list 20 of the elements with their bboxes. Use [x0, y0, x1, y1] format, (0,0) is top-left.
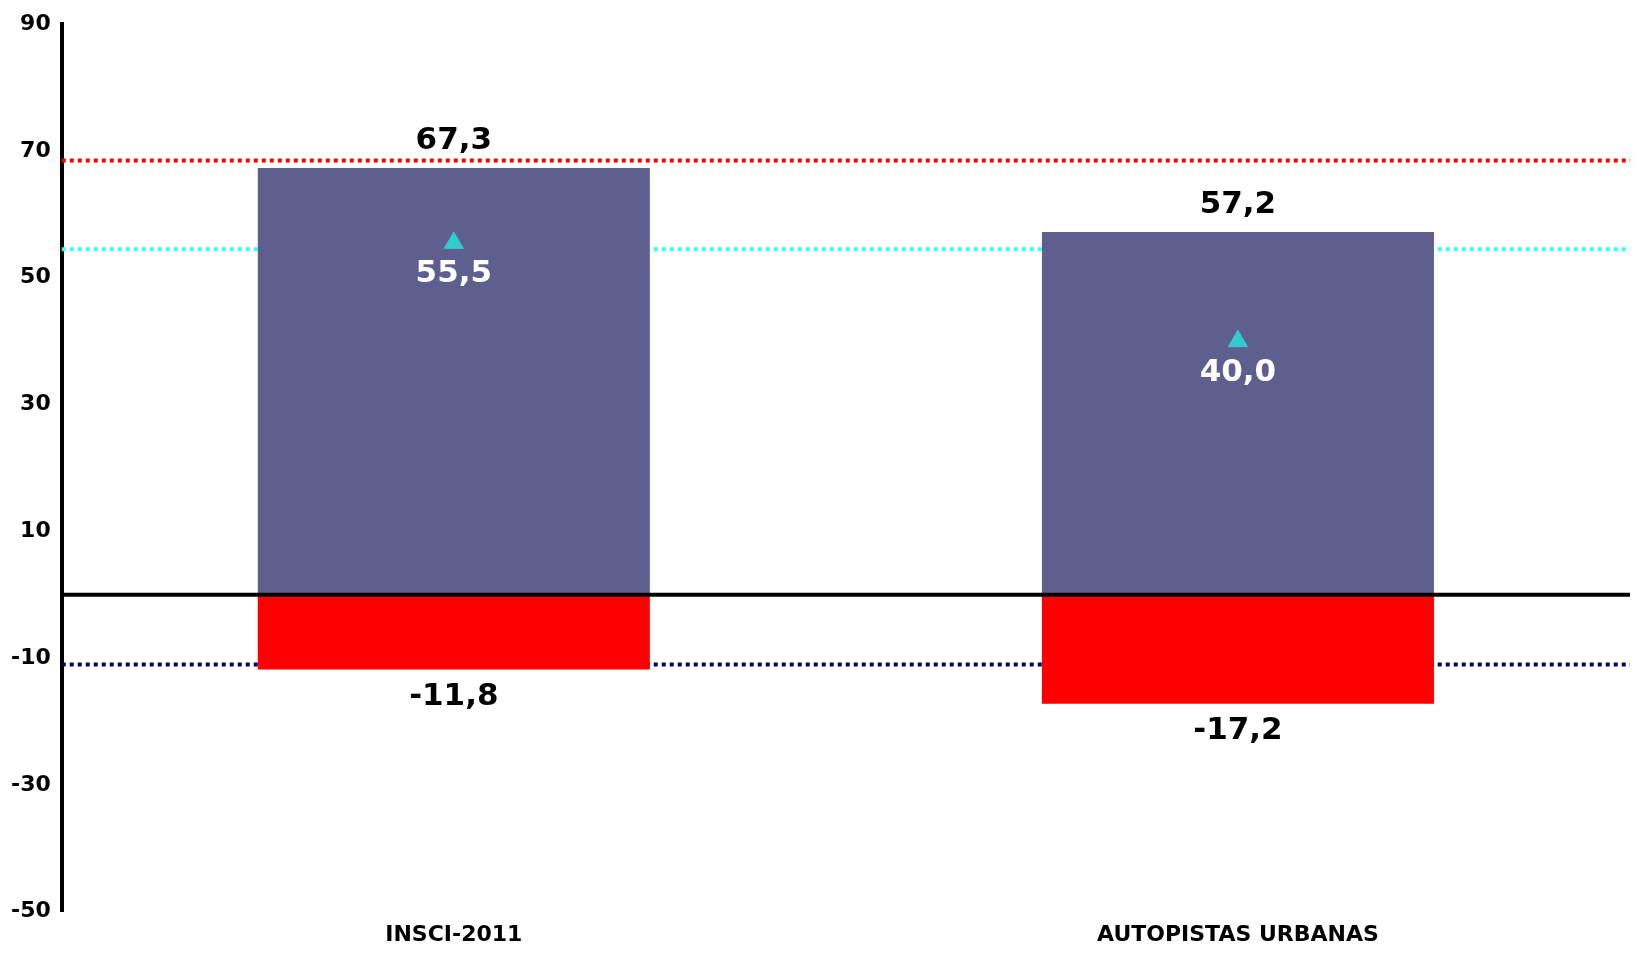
x-tick-label: AUTOPISTAS URBANAS	[1097, 920, 1379, 946]
data-label: 40,0	[1199, 351, 1277, 388]
y-tick-label: -30	[11, 770, 51, 796]
data-label: -11,8	[409, 676, 499, 713]
y-tick-label: 90	[20, 9, 51, 35]
x-tick-label: INSCI-2011	[385, 920, 523, 946]
y-tick-label: 30	[20, 390, 51, 416]
y-tick-label: -50	[11, 897, 51, 923]
y-tick-label: 10	[20, 517, 51, 542]
y-tick-label: 50	[20, 263, 51, 289]
bar	[257, 594, 650, 670]
data-label: 57,2	[1199, 183, 1277, 220]
y-tick-label: 70	[20, 136, 51, 162]
data-label: 55,5	[415, 253, 493, 290]
data-label: 67,3	[415, 119, 493, 156]
bar	[1041, 232, 1434, 595]
y-tick-label: -10	[11, 643, 51, 669]
data-label: -17,2	[1193, 710, 1283, 747]
bar	[257, 168, 650, 595]
bar	[1041, 594, 1434, 704]
